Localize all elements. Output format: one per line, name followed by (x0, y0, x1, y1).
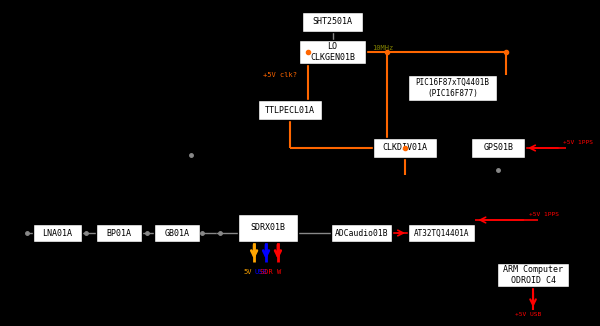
Text: SDR W: SDR W (260, 269, 281, 275)
Text: +5V USB: +5V USB (515, 313, 541, 318)
Bar (154, 224, 200, 242)
Bar (497, 263, 569, 287)
Text: +5V clk?: +5V clk? (263, 72, 297, 78)
Text: GB01A: GB01A (164, 229, 189, 238)
Text: LNA01A: LNA01A (43, 229, 73, 238)
Text: +5V 1PPS: +5V 1PPS (563, 141, 593, 145)
Bar (408, 75, 497, 101)
Text: USB: USB (254, 269, 268, 275)
Text: AT32TQ14401A: AT32TQ14401A (414, 229, 469, 238)
Text: PIC16F87xTQ4401B
(PIC16F877): PIC16F87xTQ4401B (PIC16F877) (416, 78, 490, 98)
Bar (373, 138, 437, 158)
Text: SHT2501A: SHT2501A (313, 18, 353, 26)
Text: +5V 1PPS: +5V 1PPS (529, 213, 559, 217)
Text: CLKDIV01A: CLKDIV01A (382, 143, 427, 153)
Text: TTLPECL01A: TTLPECL01A (265, 106, 315, 114)
Bar (238, 214, 298, 242)
Text: ADCaudio01B: ADCaudio01B (335, 229, 388, 238)
Bar (299, 40, 366, 64)
Bar (302, 12, 364, 32)
Bar (33, 224, 82, 242)
Bar (96, 224, 142, 242)
Text: SDRX01B: SDRX01B (251, 224, 286, 232)
Text: 5V: 5V (244, 269, 253, 275)
Text: LO
CLKGEN01B: LO CLKGEN01B (310, 42, 355, 62)
Text: BP01A: BP01A (107, 229, 131, 238)
Bar (258, 100, 322, 120)
Bar (408, 224, 475, 242)
Bar (331, 224, 392, 242)
Text: ARM Computer
ODROID C4: ARM Computer ODROID C4 (503, 265, 563, 285)
Text: GPS01B: GPS01B (483, 143, 513, 153)
Bar (472, 138, 525, 158)
Text: 10MHz: 10MHz (372, 45, 394, 51)
